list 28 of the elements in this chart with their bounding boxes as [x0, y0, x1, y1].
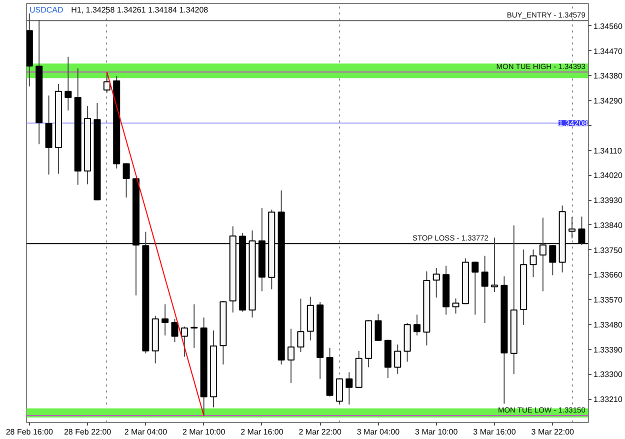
y-tick-label: 1.34380 — [594, 72, 623, 81]
y-tick-label: 1.34110 — [594, 146, 622, 156]
y-tick-label: 1.33570 — [594, 296, 623, 305]
x-tick-label: 3 Mar 16:00 — [473, 428, 516, 436]
y-tick-label: 1.33840 — [594, 220, 623, 230]
chart-subtitle: H1, 1.34258 1.34261 1.34184 1.34208 — [71, 6, 209, 14]
y-tick-label: 1.33210 — [594, 395, 623, 404]
x-tick-label: 2 Mar 04:00 — [124, 428, 168, 436]
annotation: 1.34208 — [558, 119, 588, 128]
y-tick-label: 1.33750 — [594, 246, 623, 255]
x-tick-label: 28 Feb 16:00 — [6, 428, 54, 436]
y-tick-label: 1.34020 — [594, 171, 623, 180]
y-tick-label: 1.33390 — [594, 345, 623, 354]
x-tick-label: 28 Feb 22:00 — [64, 428, 112, 436]
y-tick-label: 1.33480 — [594, 320, 623, 330]
y-tick-label: 1.33930 — [594, 196, 623, 206]
x-tick-label: 3 Mar 22:00 — [531, 428, 575, 436]
y-tick-label: 1.33300 — [594, 370, 623, 380]
chart-title: USDCAD — [30, 6, 64, 14]
x-tick-label: 3 Mar 04:00 — [356, 428, 400, 436]
x-tick-label: 2 Mar 22:00 — [298, 428, 342, 436]
y-tick-label: 1.33660 — [594, 270, 623, 280]
y-tick-label: 1.34470 — [594, 46, 623, 56]
x-tick-label: 2 Mar 16:00 — [240, 428, 284, 436]
y-tick-label: 1.34290 — [594, 96, 623, 106]
x-tick-label: 2 Mar 10:00 — [182, 428, 226, 436]
x-tick-label: 3 Mar 10:00 — [415, 428, 458, 436]
y-tick-label: 1.34560 — [594, 22, 623, 31]
